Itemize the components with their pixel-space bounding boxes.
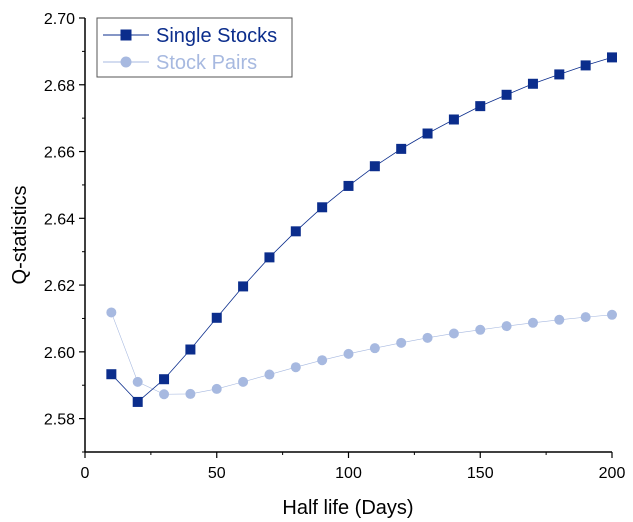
series-layer <box>106 52 617 407</box>
data-point <box>159 389 170 400</box>
data-point <box>422 332 433 343</box>
data-point <box>106 307 117 318</box>
x-axis-title: Half life (Days) <box>282 497 413 519</box>
y-tick-label: 2.70 <box>44 11 75 28</box>
data-point <box>159 374 170 385</box>
data-point <box>422 128 433 139</box>
x-axis-ticks: 0 50 100 150 200 <box>81 452 626 482</box>
data-point <box>317 355 328 366</box>
data-point <box>554 69 565 80</box>
legend: Single Stocks Stock Pairs <box>96 17 293 78</box>
x-tick-label: 150 <box>467 465 494 482</box>
data-point <box>106 369 117 380</box>
y-tick-label: 2.64 <box>44 211 75 228</box>
y-tick-label: 2.60 <box>44 345 75 362</box>
data-point <box>238 281 249 292</box>
legend-marker-stock-pairs <box>120 56 132 68</box>
data-point <box>527 317 538 328</box>
data-point <box>290 362 301 373</box>
data-point <box>501 321 512 332</box>
data-point <box>396 337 407 348</box>
x-tick-label: 50 <box>208 465 226 482</box>
data-point <box>448 328 459 339</box>
data-point <box>580 312 591 323</box>
data-point <box>607 309 617 320</box>
y-tick-label: 2.58 <box>44 412 75 429</box>
data-point <box>369 343 380 354</box>
data-point <box>264 369 275 380</box>
data-point <box>290 226 301 237</box>
y-axis-ticks: 2.58 2.60 2.62 2.64 2.66 2.68 2.70 <box>44 11 85 453</box>
data-point <box>607 52 617 63</box>
data-point <box>238 376 249 387</box>
data-point <box>475 324 486 335</box>
data-point <box>396 143 407 154</box>
data-point <box>343 348 354 359</box>
legend-label-single-stocks: Single Stocks <box>156 25 277 47</box>
y-axis-title: Q-statistics <box>9 186 31 285</box>
series-stock-pairs <box>106 307 617 400</box>
x-tick-label: 100 <box>335 465 362 482</box>
data-point <box>211 312 222 323</box>
data-point <box>343 180 354 191</box>
series-single-stocks <box>106 52 617 407</box>
data-point <box>369 161 380 172</box>
data-point <box>475 101 486 112</box>
data-point <box>264 252 275 263</box>
data-point <box>580 60 591 71</box>
legend-marker-single-stocks <box>120 29 132 41</box>
data-point <box>448 114 459 125</box>
x-tick-label: 0 <box>81 465 90 482</box>
y-tick-label: 2.62 <box>44 278 75 295</box>
data-point <box>211 383 222 394</box>
legend-box <box>96 17 293 78</box>
data-point <box>132 396 143 407</box>
x-tick-label: 200 <box>599 465 626 482</box>
data-point <box>185 388 196 399</box>
legend-label-stock-pairs: Stock Pairs <box>156 52 257 74</box>
data-point <box>527 78 538 89</box>
data-point <box>132 376 143 387</box>
data-point <box>317 202 328 213</box>
data-point <box>185 344 196 355</box>
data-point <box>501 89 512 100</box>
y-tick-label: 2.68 <box>44 78 75 95</box>
data-point <box>554 314 565 325</box>
y-tick-label: 2.66 <box>44 145 75 162</box>
